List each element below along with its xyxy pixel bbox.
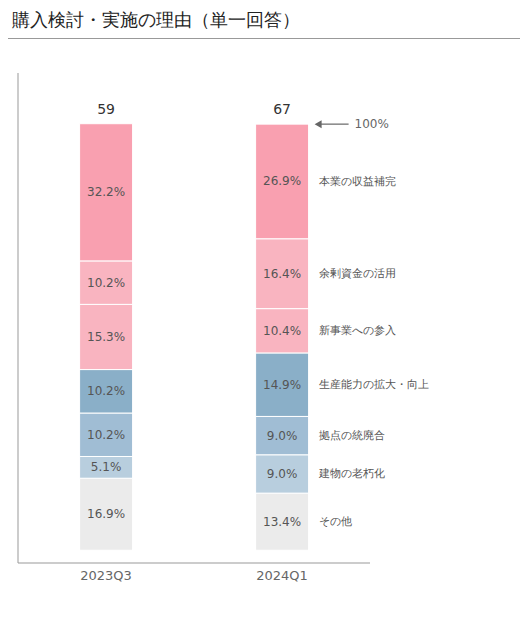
- svg-text:100%: 100%: [355, 117, 389, 131]
- svg-text:16.9%: 16.9%: [87, 507, 125, 521]
- svg-text:16.4%: 16.4%: [263, 267, 301, 281]
- svg-text:2023Q3: 2023Q3: [80, 568, 132, 583]
- svg-text:15.3%: 15.3%: [87, 330, 125, 344]
- svg-text:新事業への参入: 新事業への参入: [319, 324, 396, 337]
- svg-text:32.2%: 32.2%: [87, 185, 125, 199]
- svg-text:建物の老朽化: 建物の老朽化: [318, 467, 385, 480]
- svg-text:余剰資金の活用: 余剰資金の活用: [319, 267, 396, 280]
- svg-text:生産能力の拡大・向上: 生産能力の拡大・向上: [319, 378, 429, 391]
- svg-text:本業の収益補完: 本業の収益補完: [319, 175, 396, 188]
- svg-text:2024Q1: 2024Q1: [256, 568, 308, 583]
- svg-text:5.1%: 5.1%: [91, 460, 122, 474]
- html-text:購入検討・実施の理由（単一回答）: 購入検討・実施の理由（単一回答）: [12, 9, 300, 30]
- svg-text:59: 59: [97, 101, 115, 117]
- svg-text:10.2%: 10.2%: [87, 384, 125, 398]
- svg-text:14.9%: 14.9%: [263, 378, 301, 392]
- svg-text:10.2%: 10.2%: [87, 276, 125, 290]
- svg-text:9.0%: 9.0%: [267, 467, 298, 481]
- svg-text:67: 67: [273, 101, 291, 117]
- svg-text:10.4%: 10.4%: [263, 324, 301, 338]
- svg-text:13.4%: 13.4%: [263, 515, 301, 529]
- svg-text:9.0%: 9.0%: [267, 429, 298, 443]
- svg-text:拠点の統廃合: 拠点の統廃合: [319, 429, 385, 442]
- svg-text:10.2%: 10.2%: [87, 428, 125, 442]
- svg-text:その他: その他: [319, 515, 352, 528]
- svg-text:26.9%: 26.9%: [263, 174, 301, 188]
